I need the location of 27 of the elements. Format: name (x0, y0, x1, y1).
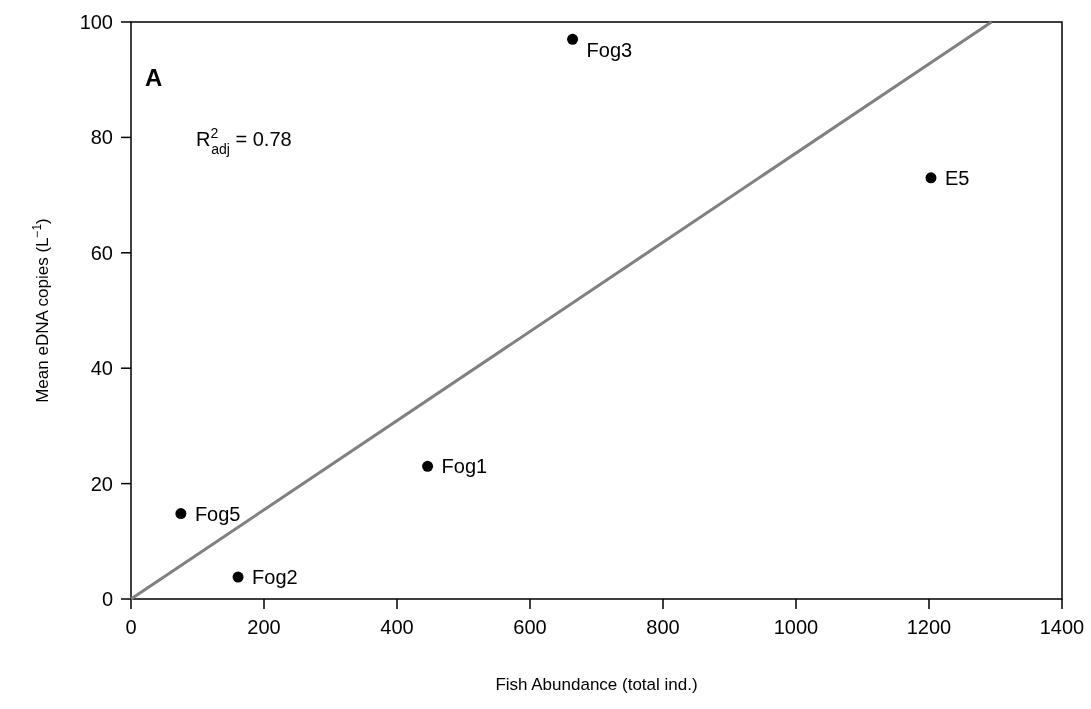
y-tick-label: 40 (90, 357, 113, 380)
x-tick-label: 600 (513, 616, 547, 638)
x-tick-label: 1000 (773, 616, 819, 638)
annotation: Fog1 (441, 455, 488, 478)
x-tick-label: 1400 (1039, 616, 1085, 638)
point (422, 460, 434, 472)
x-tick-label: 1200 (906, 616, 952, 638)
y-tick-label: 0 (101, 588, 113, 610)
annotation: R$^{2}$$_{adj}$ = 0.78 (196, 125, 292, 157)
annotation: Fog3 (586, 39, 633, 62)
annotation: A (145, 64, 163, 91)
point (925, 172, 937, 184)
y-tick-label: 20 (90, 472, 113, 495)
x-tick-label: 0 (125, 616, 137, 638)
annotation: E5 (944, 166, 970, 189)
x-tick-label: 800 (646, 616, 680, 638)
annotation: Fog5 (194, 502, 241, 525)
y-tick-label: 80 (90, 126, 113, 149)
x-axis-title: Fish Abundance (total ind.) (495, 675, 698, 694)
y-tick-label: 100 (79, 11, 113, 33)
y-tick-label: 60 (90, 241, 113, 264)
point (175, 508, 187, 520)
x-tick-label: 200 (247, 616, 281, 638)
x-tick-label: 400 (380, 616, 414, 638)
point (232, 571, 244, 583)
annotation: Fog2 (252, 566, 298, 589)
point (567, 33, 579, 45)
